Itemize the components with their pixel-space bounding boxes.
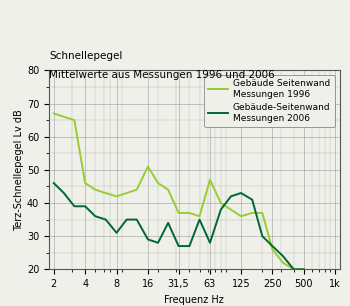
Gebäude-Seitenwand
Messungen 2006 <box>93 215 97 218</box>
Gebäude-Seitenwand
Messungen 2006 <box>260 234 264 238</box>
Gebäude-Seitenwand
Messungen 2006 <box>208 241 212 244</box>
Gebäude-Seitenwand
Messungen 2006 <box>187 244 191 248</box>
Line: Gebäude Seitenwand
Messungen 1996: Gebäude Seitenwand Messungen 1996 <box>54 114 304 269</box>
Line: Gebäude-Seitenwand
Messungen 2006: Gebäude-Seitenwand Messungen 2006 <box>54 183 304 269</box>
Gebäude Seitenwand
Messungen 1996 <box>260 211 264 215</box>
Gebäude Seitenwand
Messungen 1996 <box>93 188 97 192</box>
Gebäude-Seitenwand
Messungen 2006 <box>72 204 76 208</box>
Gebäude-Seitenwand
Messungen 2006 <box>281 254 285 258</box>
Gebäude Seitenwand
Messungen 1996 <box>281 261 285 264</box>
Gebäude Seitenwand
Messungen 1996 <box>52 112 56 115</box>
Gebäude-Seitenwand
Messungen 2006 <box>52 181 56 185</box>
Gebäude Seitenwand
Messungen 1996 <box>83 181 87 185</box>
Gebäude-Seitenwand
Messungen 2006 <box>176 244 181 248</box>
Text: Mittelwerte aus Messungen 1996 und 2006: Mittelwerte aus Messungen 1996 und 2006 <box>49 69 275 80</box>
Gebäude Seitenwand
Messungen 1996 <box>135 188 139 192</box>
Gebäude Seitenwand
Messungen 1996 <box>197 215 202 218</box>
Gebäude-Seitenwand
Messungen 2006 <box>125 218 129 222</box>
Gebäude-Seitenwand
Messungen 2006 <box>114 231 119 235</box>
Gebäude Seitenwand
Messungen 1996 <box>72 118 76 122</box>
Gebäude Seitenwand
Messungen 1996 <box>114 195 119 198</box>
Gebäude Seitenwand
Messungen 1996 <box>104 191 108 195</box>
Gebäude Seitenwand
Messungen 1996 <box>239 215 243 218</box>
Gebäude Seitenwand
Messungen 1996 <box>270 248 274 251</box>
Gebäude-Seitenwand
Messungen 2006 <box>166 221 170 225</box>
Gebäude-Seitenwand
Messungen 2006 <box>146 237 150 241</box>
Gebäude Seitenwand
Messungen 1996 <box>146 165 150 168</box>
Gebäude-Seitenwand
Messungen 2006 <box>219 208 223 211</box>
Gebäude-Seitenwand
Messungen 2006 <box>197 218 202 222</box>
Gebäude-Seitenwand
Messungen 2006 <box>239 191 243 195</box>
Gebäude Seitenwand
Messungen 1996 <box>302 267 306 271</box>
Gebäude-Seitenwand
Messungen 2006 <box>156 241 160 244</box>
Gebäude-Seitenwand
Messungen 2006 <box>270 244 274 248</box>
Gebäude-Seitenwand
Messungen 2006 <box>302 267 306 271</box>
Gebäude Seitenwand
Messungen 1996 <box>292 267 296 271</box>
Gebäude Seitenwand
Messungen 1996 <box>219 201 223 205</box>
Gebäude Seitenwand
Messungen 1996 <box>62 115 66 119</box>
Gebäude-Seitenwand
Messungen 2006 <box>292 267 296 271</box>
Gebäude Seitenwand
Messungen 1996 <box>166 188 170 192</box>
Text: Schnellepegel: Schnellepegel <box>49 51 122 61</box>
Gebäude Seitenwand
Messungen 1996 <box>187 211 191 215</box>
Gebäude Seitenwand
Messungen 1996 <box>176 211 181 215</box>
Legend: Gebäude Seitenwand
Messungen 1996, Gebäude-Seitenwand
Messungen 2006: Gebäude Seitenwand Messungen 1996, Gebäu… <box>204 75 335 127</box>
Gebäude-Seitenwand
Messungen 2006 <box>104 218 108 222</box>
Gebäude-Seitenwand
Messungen 2006 <box>135 218 139 222</box>
Gebäude-Seitenwand
Messungen 2006 <box>229 195 233 198</box>
Gebäude-Seitenwand
Messungen 2006 <box>83 204 87 208</box>
Gebäude Seitenwand
Messungen 1996 <box>250 211 254 215</box>
X-axis label: Frequenz Hz: Frequenz Hz <box>164 295 224 304</box>
Y-axis label: Terz-Schnellepegel Lv dB: Terz-Schnellepegel Lv dB <box>14 109 24 231</box>
Gebäude-Seitenwand
Messungen 2006 <box>62 191 66 195</box>
Gebäude Seitenwand
Messungen 1996 <box>125 191 129 195</box>
Gebäude-Seitenwand
Messungen 2006 <box>250 198 254 202</box>
Gebäude Seitenwand
Messungen 1996 <box>208 178 212 181</box>
Gebäude Seitenwand
Messungen 1996 <box>229 208 233 211</box>
Gebäude Seitenwand
Messungen 1996 <box>156 181 160 185</box>
